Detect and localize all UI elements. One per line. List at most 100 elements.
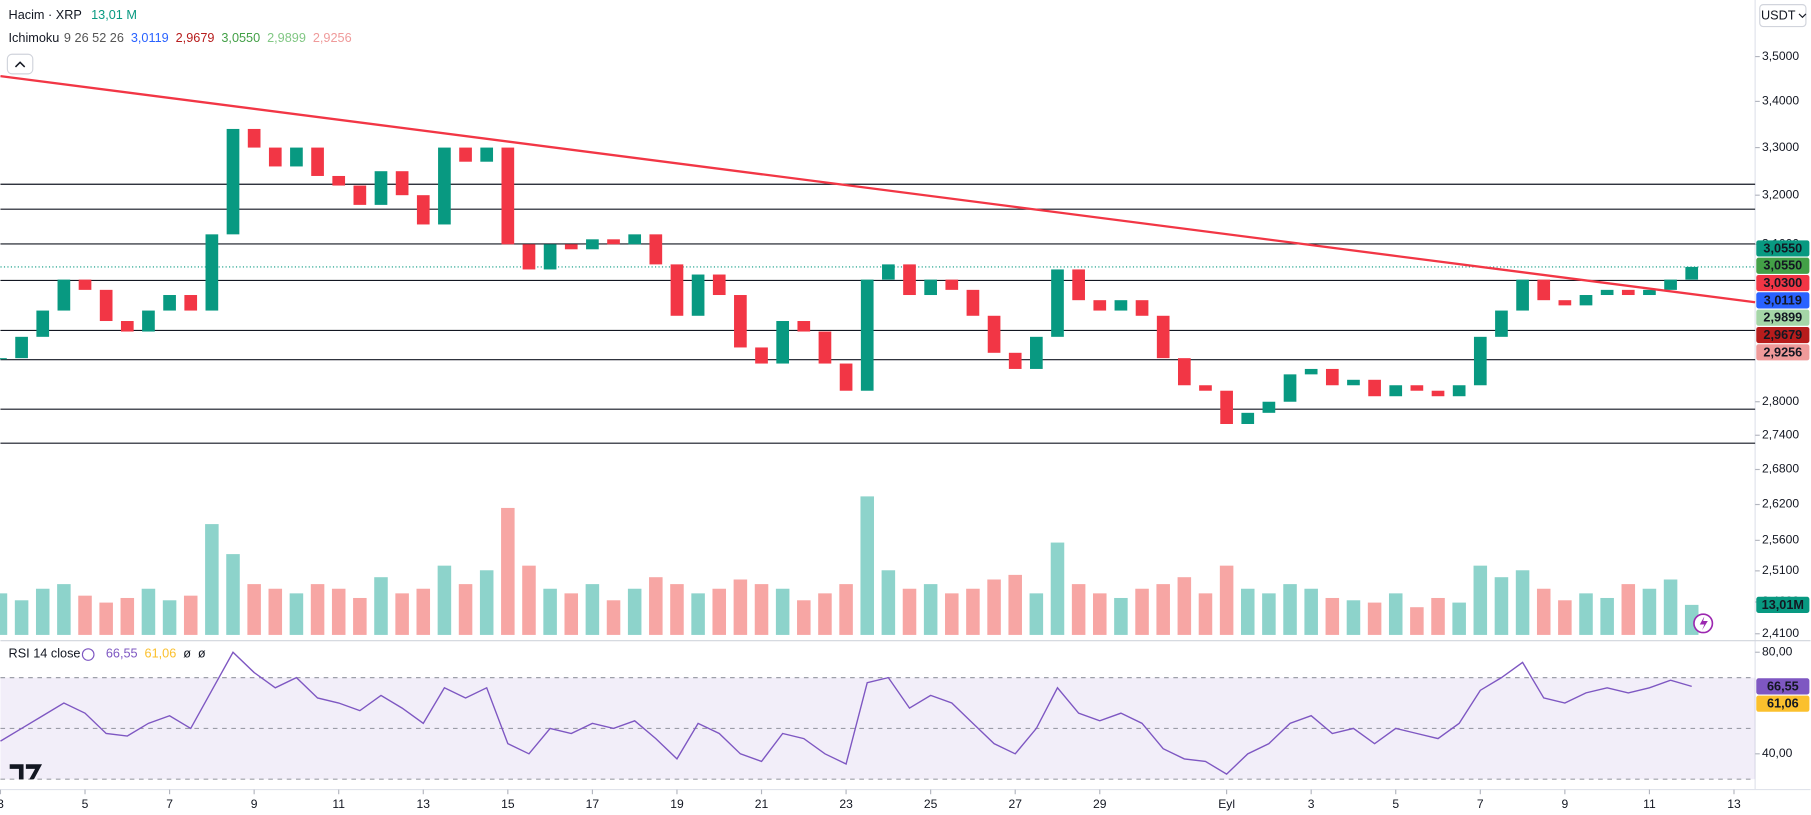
volume-bar [1600,597,1614,635]
y-tick-label: 2,8000 [1762,394,1799,408]
candle-body [1030,336,1043,369]
x-tick-label: 15 [501,797,515,811]
volume-bar [1093,593,1107,635]
candle-body [290,147,303,167]
volume-bar [1135,588,1149,635]
volume-bar [606,600,621,635]
candle-body [480,147,494,162]
collapse-button[interactable] [6,53,34,75]
ichimoku-line: Ichimoku 9 26 52 26 3,0119 2,9679 3,0550 2,98… [9,32,352,46]
x-tick-label: 9 [251,797,258,811]
volume-bar [1515,570,1530,635]
candle-body [184,295,198,311]
x-tick-label: 23 [839,797,853,811]
x-tick-label: 7 [166,797,173,811]
ichimoku-value: 2,9679 [176,32,215,46]
marks-layer [0,74,1756,776]
candle-body [205,234,219,311]
candle-body [1621,289,1635,296]
candle-body [1135,300,1149,316]
x-tick-label: 27 [1008,797,1022,811]
candle-body [99,289,113,322]
volume-bar [543,588,557,635]
rsi-tag-bg [1756,695,1810,712]
candle-body [1410,385,1424,391]
candle-body [987,315,1001,353]
ichimoku-value: 3,0119 [131,32,169,46]
candle-body [607,239,620,245]
candle-body [1008,352,1022,369]
volume-bar [1008,574,1022,635]
candle-body [353,185,367,205]
volume-bar [289,593,304,635]
x-tick-label: 5 [1392,797,1399,811]
volume-bar [479,570,494,635]
volume-bar [966,588,980,635]
candle-body [1177,358,1191,386]
candle-body [1600,289,1614,296]
candle-body [564,244,578,250]
x-tick-label: 11 [332,797,345,811]
volume-bar [162,600,177,635]
volume-bar [501,507,515,635]
candle-body [1241,412,1255,424]
volume-bar [1579,593,1593,635]
volume-bar [1388,593,1403,635]
volume-bar [923,584,938,635]
candle-body [57,279,71,311]
price-tag-bg [1756,309,1810,326]
ichimoku-value: 2,9256 [313,32,352,46]
candle-body [797,321,811,332]
volume-bar [395,593,409,635]
volume-bar [14,600,29,635]
price-tag-bg [1756,326,1810,344]
x-tick-label: 21 [755,797,769,811]
volume-bar [775,588,790,635]
candle-body [1262,401,1276,413]
y-tick-label: 2,6200 [1762,497,1799,511]
candle-body [882,264,895,280]
currency: USDT [1761,9,1796,23]
candle-body [1685,266,1699,280]
volume-bar [1156,584,1170,635]
volume-bar [1262,593,1276,635]
candle-body [311,147,324,176]
volume-bar [585,584,600,635]
volume-bar [1621,584,1636,635]
y-tick-label: 3,5000 [1762,49,1799,63]
rsi-settings-icon[interactable] [81,648,95,661]
volume-bar [205,524,219,635]
candle-body [36,310,50,337]
candle-body [1051,269,1064,337]
candle-body [1473,336,1487,386]
volume-bar [627,588,642,635]
candle-body [903,264,916,296]
candle-body [945,279,959,290]
volume-bar [331,588,346,635]
currency-button[interactable] [1759,4,1807,28]
volume-bar [99,602,113,635]
volume-bar [1558,600,1572,635]
volume-bar [902,588,917,635]
candle-body [1072,269,1085,301]
x-tick-label: 3 [0,797,4,811]
ichimoku-value: 2,9899 [267,32,306,46]
candle-body [860,279,874,391]
volume-tag-bg [1756,596,1810,613]
candle-body [966,289,980,316]
rsi-ma-value: 61,06 [145,647,177,661]
candle-body [1156,315,1170,359]
candle-body [1347,379,1360,386]
price-tag-bg [1756,257,1810,274]
candle-body [522,244,536,270]
volume-bar [1410,607,1424,635]
volume-bar [374,577,388,635]
candle-body [1283,374,1297,402]
candle-body [416,195,430,225]
price-tag: 3,0550 [1763,241,1802,255]
candle-body [1220,390,1233,424]
volume-bar [1219,565,1234,635]
candle-body [1495,310,1508,337]
volume-bar [754,584,769,635]
y-tick-label: 3,4000 [1762,94,1799,108]
